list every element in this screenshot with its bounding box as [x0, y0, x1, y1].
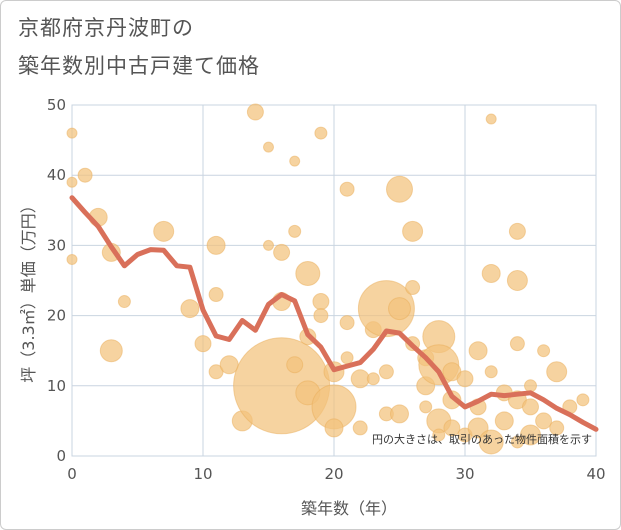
bubble-point: [340, 351, 354, 365]
bubble-point: [339, 315, 355, 331]
bubble-point: [456, 370, 474, 388]
bubble-point: [402, 220, 424, 242]
axes: 0 10 20 30 40 0 10 20 30 40 50: [47, 96, 606, 483]
bubble-point: [66, 127, 78, 139]
bubble-point: [313, 308, 329, 324]
bubble-point: [508, 222, 526, 240]
chart-title-line2: 築年数別中古戸建て価格: [18, 54, 260, 78]
y-tick-label: 50: [47, 96, 66, 114]
bubble-point: [206, 235, 226, 255]
bubble-point: [99, 339, 123, 363]
y-tick-label: 20: [47, 307, 66, 325]
size-note: 円の大きさは、取引のあった物件面積を示す: [372, 432, 592, 446]
x-tick-label: 10: [193, 465, 212, 483]
y-tick-label: 30: [47, 236, 66, 254]
x-tick-label: 20: [324, 465, 343, 483]
y-tick-label: 10: [47, 377, 66, 395]
bubble-point: [263, 239, 274, 251]
bubble-point: [485, 113, 497, 125]
bubble-point: [443, 419, 461, 437]
x-tick-label: 0: [67, 465, 77, 483]
bubble-point: [405, 280, 421, 296]
bubble-point: [312, 293, 330, 311]
bubble-point: [66, 253, 78, 265]
bubble-point: [366, 372, 380, 386]
bubble-point: [442, 390, 462, 410]
bubble-point: [468, 341, 488, 361]
bubble-point: [390, 404, 409, 424]
bubble-point: [509, 336, 525, 352]
bubble-point: [432, 428, 446, 442]
bubble-point: [246, 103, 264, 121]
bubble-series: [66, 103, 590, 455]
bubble-point: [66, 176, 78, 188]
bubble-point: [524, 379, 537, 393]
bubble-point: [289, 155, 301, 167]
average-price-line: [69, 195, 599, 432]
bubble-point: [194, 335, 212, 353]
bubble-point: [537, 344, 551, 358]
bubble-point: [77, 167, 93, 183]
y-axis-label: 坪（3.3㎡）単価（万円）: [19, 197, 38, 382]
bubble-point: [324, 418, 344, 438]
bubble-point: [339, 181, 355, 197]
bubble-point: [286, 356, 304, 374]
x-tick-label: 30: [455, 465, 474, 483]
bubble-point: [357, 280, 415, 338]
bubble-point: [481, 263, 501, 283]
bubble-point: [576, 393, 590, 407]
x-tick-label: 40: [586, 465, 605, 483]
bubble-point: [288, 224, 302, 238]
chart-title-line1: 京都府京丹波町の: [18, 16, 194, 40]
y-tick-label: 0: [56, 447, 66, 465]
bubble-point: [314, 126, 328, 140]
bubble-point: [350, 369, 370, 389]
bubble-point: [386, 175, 413, 203]
bubble-point: [295, 260, 321, 286]
trend-line-series: [69, 195, 599, 432]
bubble-point: [546, 361, 568, 383]
bubble-point: [153, 220, 175, 242]
bubble-point: [419, 400, 433, 414]
bubble-point: [208, 287, 224, 303]
bubble-point: [535, 412, 553, 430]
bubble-point: [388, 297, 411, 321]
x-axis-label: 築年数（年）: [301, 499, 397, 518]
bubble-point: [506, 270, 528, 291]
bubble-point: [117, 295, 131, 309]
bubble-point: [522, 398, 539, 416]
bubble-point: [352, 420, 368, 436]
bubble-point: [494, 411, 514, 431]
bubble-point: [180, 299, 200, 319]
bubble-point: [484, 365, 498, 379]
bubble-point: [478, 429, 504, 455]
bubble-point: [549, 420, 565, 436]
y-tick-label: 40: [47, 166, 66, 184]
bubble-point: [263, 141, 274, 153]
bubble-point: [378, 364, 394, 380]
bubble-point: [273, 243, 291, 261]
bubble-point: [520, 424, 541, 446]
